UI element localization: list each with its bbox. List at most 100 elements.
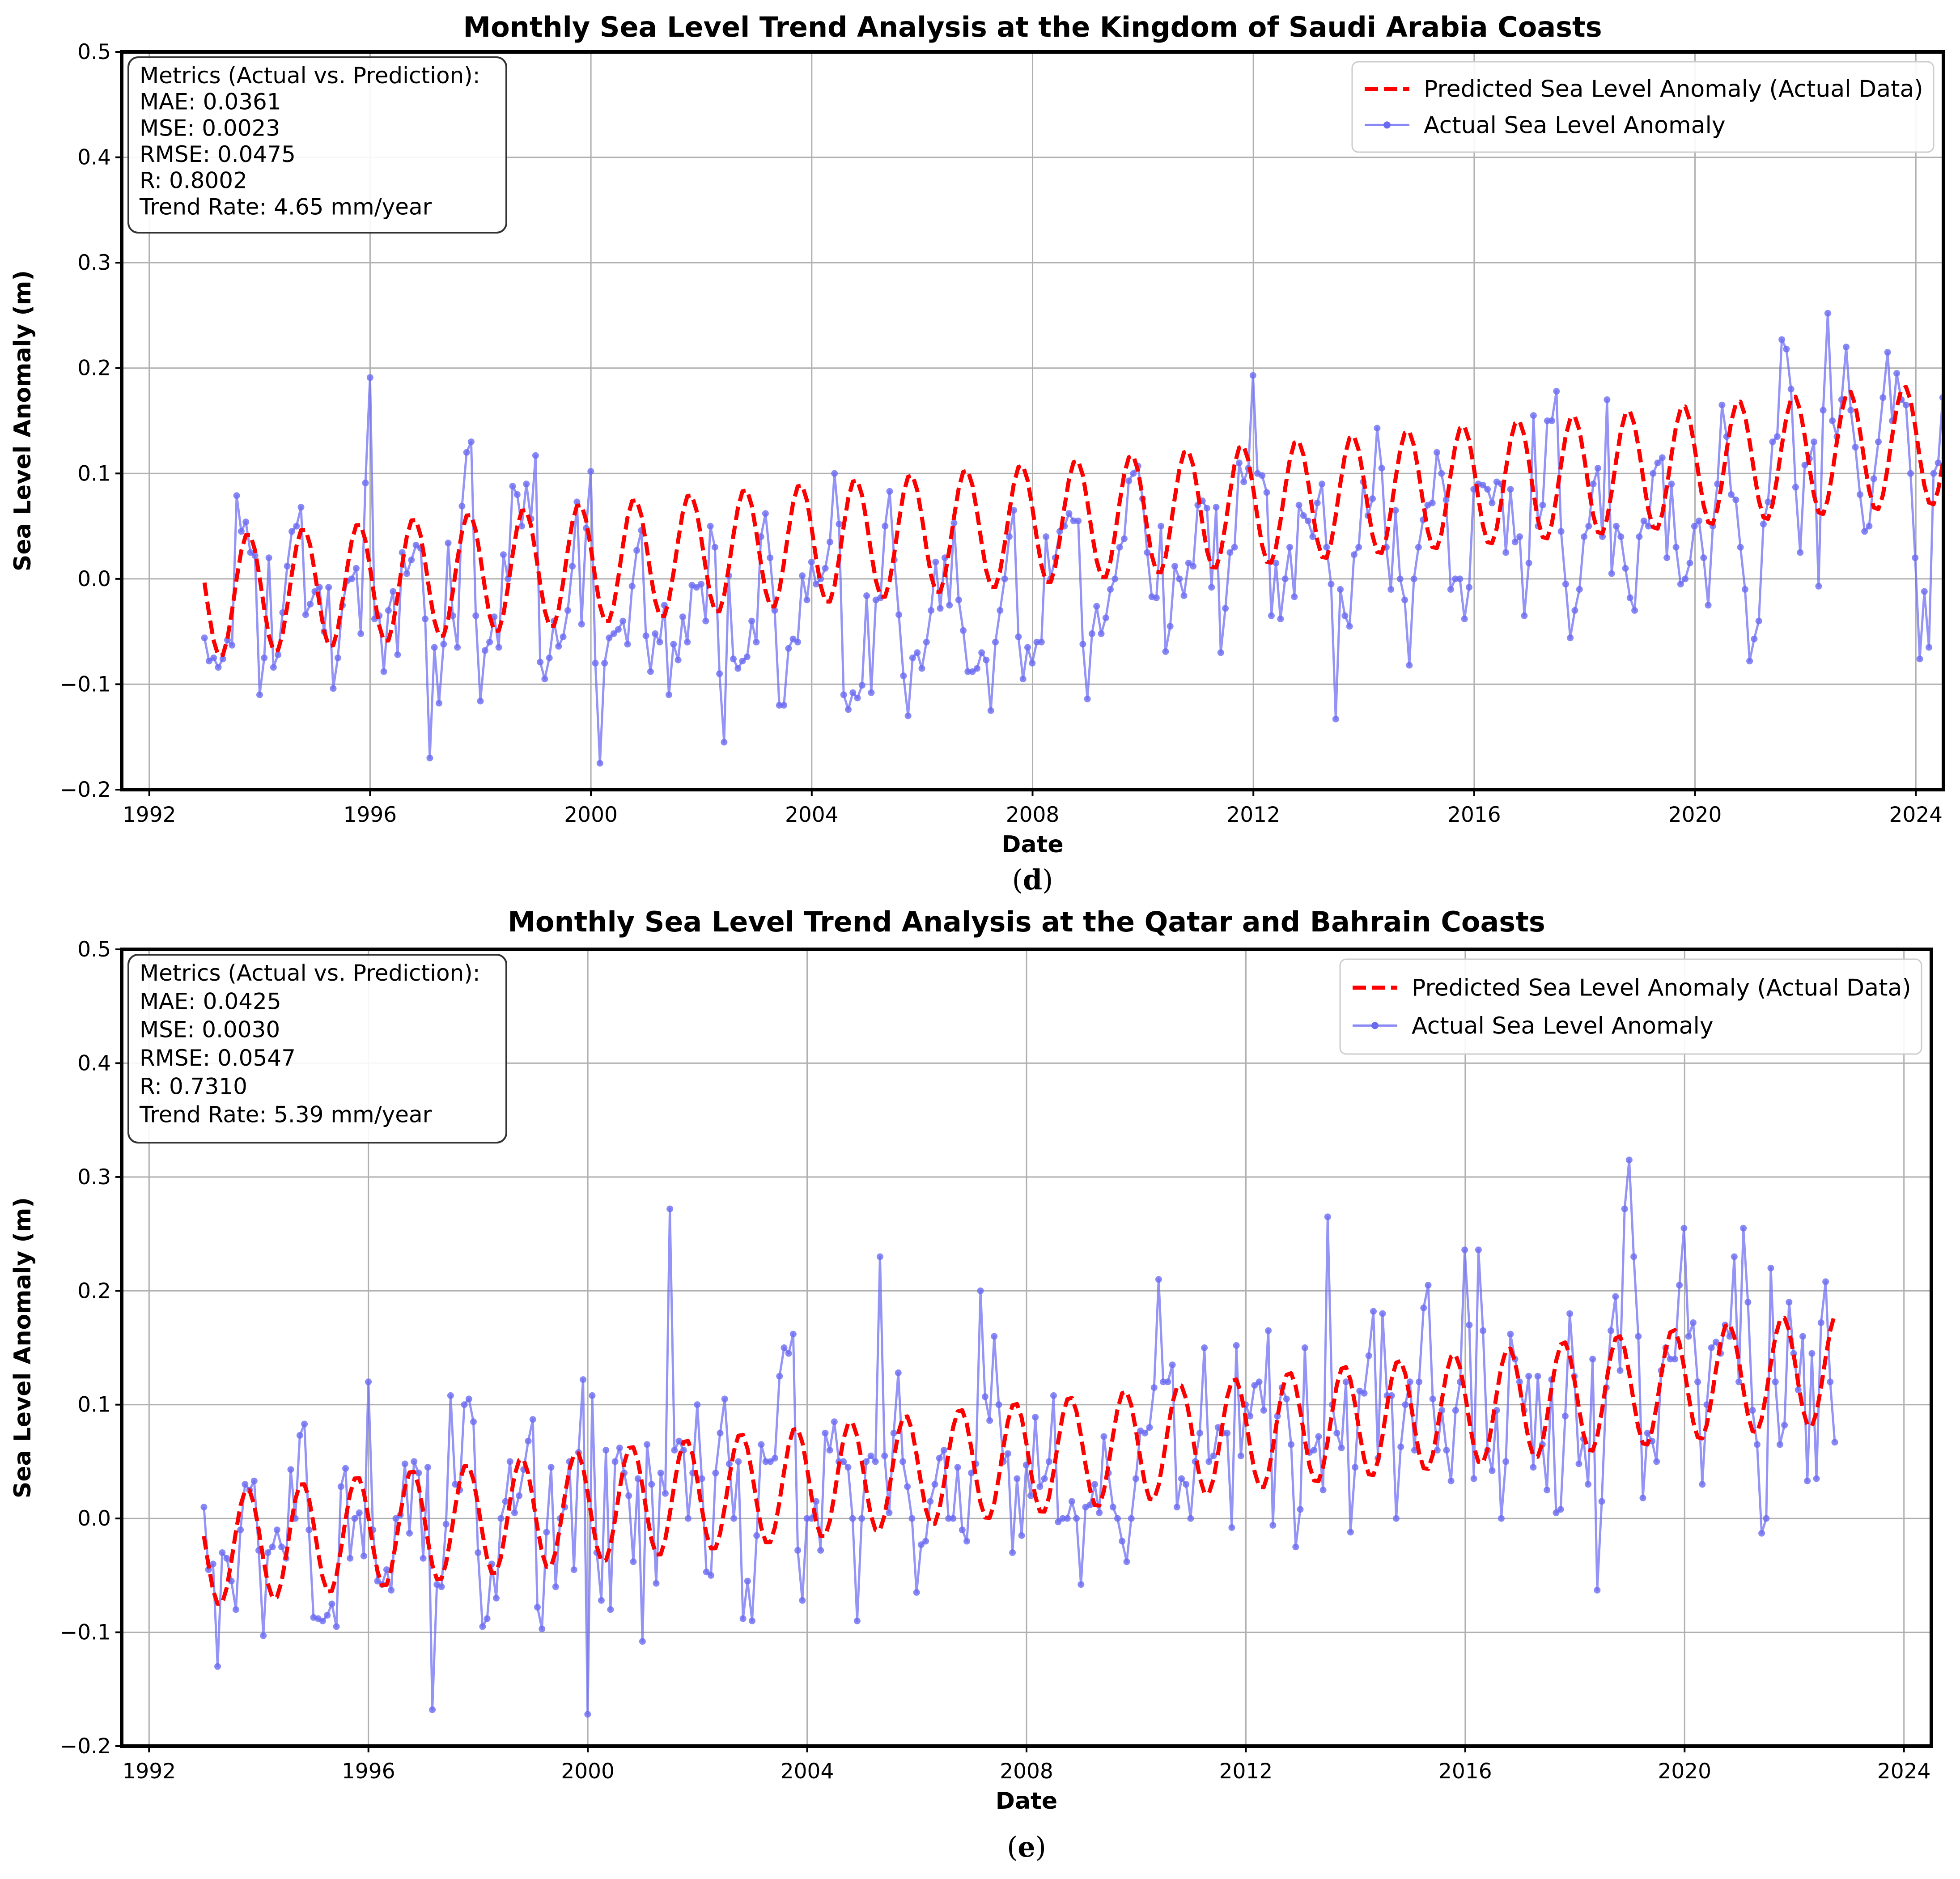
actual-point (1594, 465, 1601, 472)
actual-point (1065, 510, 1073, 517)
actual-point (1259, 472, 1266, 479)
actual-point (1355, 544, 1362, 551)
actual-point (845, 706, 852, 713)
actual-point (1856, 491, 1863, 498)
actual-point (1776, 1441, 1783, 1448)
actual-point (1213, 504, 1220, 511)
actual-point (858, 1515, 865, 1522)
actual-point (237, 1526, 244, 1534)
actual-point (1680, 1224, 1688, 1232)
actual-point (917, 1541, 925, 1548)
actual-point (1949, 438, 1956, 445)
metrics-line: Metrics (Actual vs. Prediction): (140, 63, 480, 89)
actual-point (799, 572, 806, 579)
actual-point (1125, 477, 1133, 485)
actual-point (569, 563, 576, 570)
actual-point (863, 592, 870, 599)
actual-point (1466, 584, 1472, 591)
actual-point (1817, 1319, 1824, 1326)
actual-point (1625, 1156, 1633, 1164)
y-tick-label: −0.1 (60, 672, 111, 697)
actual-point (1226, 549, 1234, 556)
actual-point (261, 655, 268, 661)
actual-point (785, 645, 792, 652)
y-axis-label: Sea Level Anomaly (m) (9, 270, 36, 571)
series-predicted (202, 385, 1943, 658)
metrics-line: Metrics (Actual vs. Prediction): (140, 960, 480, 986)
actual-point (854, 694, 861, 701)
actual-point (1870, 475, 1877, 482)
actual-point (334, 655, 341, 661)
actual-point (452, 1481, 459, 1488)
actual-point (1507, 1331, 1514, 1338)
actual-point (882, 523, 889, 530)
actual-point (481, 647, 488, 654)
actual-point (1096, 1509, 1103, 1516)
actual-point (840, 1458, 847, 1465)
actual-point (1073, 1515, 1080, 1522)
actual-point (555, 643, 562, 650)
actual-point (1027, 1492, 1034, 1499)
actual-point (712, 1469, 719, 1476)
actual-point (1301, 1344, 1308, 1351)
actual-point (721, 1395, 728, 1403)
actual-point (1861, 528, 1868, 535)
actual-point (543, 1529, 550, 1536)
actual-point (1314, 499, 1321, 506)
actual-point (960, 627, 967, 634)
actual-point (1415, 544, 1422, 551)
actual-point (518, 523, 525, 530)
actual-point (1530, 412, 1537, 419)
actual-point (633, 547, 641, 554)
actual-point (1470, 1475, 1477, 1482)
actual-point (1265, 1327, 1272, 1334)
actual-point (1295, 502, 1302, 509)
y-tick-label: 0.2 (77, 356, 111, 381)
actual-point (1726, 1333, 1733, 1340)
actual-point (1645, 523, 1652, 530)
actual-point (1567, 634, 1574, 642)
actual-point (1429, 1395, 1436, 1403)
actual-point (813, 581, 819, 588)
actual-point (616, 1444, 623, 1451)
actual-point (684, 638, 691, 646)
actual-point (278, 1543, 285, 1551)
actual-point (748, 617, 755, 625)
actual-point (1130, 470, 1137, 477)
actual-point (1352, 1464, 1359, 1471)
actual-point (1760, 520, 1767, 527)
actual-point (1171, 563, 1178, 570)
actual-point (826, 538, 833, 545)
actual-point (461, 1401, 468, 1408)
actual-point (628, 582, 636, 590)
actual-point (1773, 433, 1781, 440)
actual-point (721, 739, 728, 746)
y-axis-label: Sea Level Anomaly (m) (9, 1197, 36, 1498)
actual-point (1015, 633, 1022, 640)
actual-point (1291, 593, 1298, 600)
actual-point (1116, 544, 1123, 551)
actual-point (1480, 1327, 1487, 1334)
actual-point (1801, 461, 1808, 468)
actual-point (1452, 575, 1459, 582)
actual-point (868, 689, 875, 696)
actual-point (388, 1586, 395, 1594)
actual-point (781, 1344, 788, 1351)
actual-point (1240, 478, 1247, 485)
actual-point (475, 1549, 482, 1556)
actual-point (1590, 480, 1597, 488)
actual-point (442, 1521, 450, 1528)
metrics-box-frame (127, 56, 507, 234)
actual-point (922, 1538, 929, 1545)
actual-point (362, 480, 369, 486)
actual-point (1636, 533, 1643, 540)
actual-point (1797, 549, 1804, 556)
actual-point (587, 468, 594, 475)
actual-point (366, 374, 373, 381)
actual-point (232, 1606, 239, 1613)
actual-point (1847, 407, 1854, 414)
actual-point (1268, 612, 1275, 619)
x-tick-label: 1992 (122, 1759, 176, 1784)
chart-title: Monthly Sea Level Trend Analysis at the … (508, 905, 1545, 938)
actual-point (1396, 575, 1404, 582)
